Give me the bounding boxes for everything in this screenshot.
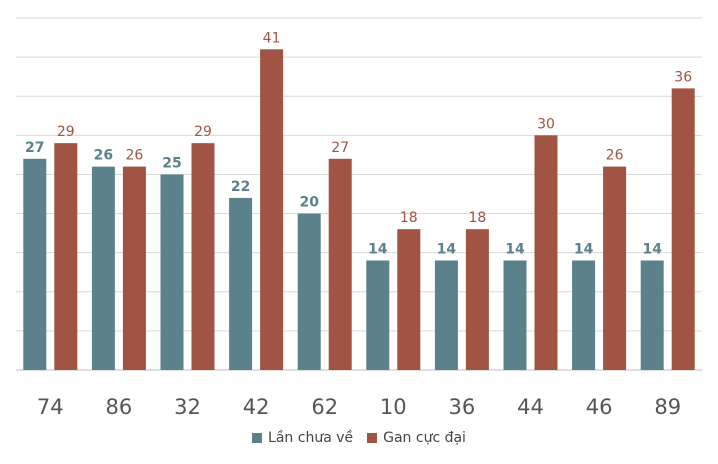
- x-tick-label-74: 74: [37, 395, 64, 419]
- data-label-44-series-1: 14: [505, 241, 525, 257]
- legend-swatch-series-2: [367, 433, 378, 443]
- legend: Lần chưa về Gan cực đại: [0, 430, 718, 446]
- gridlines: [16, 17, 702, 371]
- bar-86-series-2: [122, 166, 146, 370]
- data-label-44-series-2: 30: [537, 116, 555, 132]
- bar-62-series-2: [328, 158, 352, 370]
- x-tick-label-36: 36: [449, 395, 476, 419]
- data-label-36-series-1: 14: [437, 241, 457, 257]
- data-label-74-series-1: 27: [25, 140, 44, 156]
- data-label-62-series-1: 20: [299, 195, 319, 211]
- legend-swatch-series-1: [252, 433, 263, 443]
- legend-item-series-2: Gan cực đại: [367, 430, 466, 446]
- bar-44-series-2: [534, 135, 558, 370]
- x-tick-label-10: 10: [380, 395, 407, 419]
- bar-36-series-2: [465, 229, 489, 370]
- x-tick-label-42: 42: [243, 395, 270, 419]
- data-labels: 27 29 26 26 25 29 22 41 20 27 14 18 14 18 14 30 14 26 14 36: [25, 30, 692, 257]
- data-label-32-series-1: 25: [162, 155, 181, 171]
- bar-62-series-1: [297, 213, 321, 370]
- bar-46-series-2: [603, 166, 627, 370]
- bar-10-series-2: [397, 229, 421, 370]
- bar-10-series-1: [366, 260, 390, 370]
- data-label-42-series-1: 22: [231, 179, 250, 195]
- bar-36-series-1: [434, 260, 458, 370]
- legend-label-series-1: Lần chưa về: [268, 430, 354, 446]
- bar-74-series-1: [23, 158, 47, 370]
- bar-32-series-2: [191, 143, 215, 370]
- data-label-10-series-1: 14: [368, 241, 388, 257]
- data-label-86-series-2: 26: [125, 148, 143, 164]
- x-tick-label-89: 89: [654, 395, 681, 419]
- legend-item-series-1: Lần chưa về: [252, 430, 353, 446]
- bar-86-series-1: [91, 166, 115, 370]
- x-tick-label-44: 44: [517, 395, 544, 419]
- bar-74-series-2: [54, 143, 78, 370]
- bars: [23, 49, 695, 371]
- data-label-46-series-1: 14: [574, 241, 594, 257]
- bar-89-series-1: [640, 260, 664, 370]
- bar-42-series-1: [229, 197, 253, 370]
- legend-label-series-2: Gan cực đại: [383, 430, 466, 446]
- data-label-62-series-2: 27: [331, 140, 349, 156]
- data-label-42-series-2: 41: [263, 30, 281, 46]
- data-label-32-series-2: 29: [194, 124, 212, 140]
- x-tick-label-86: 86: [106, 395, 133, 419]
- x-tick-label-32: 32: [174, 395, 201, 419]
- data-label-89-series-2: 36: [674, 69, 692, 85]
- x-tick-label-46: 46: [586, 395, 613, 419]
- bar-32-series-1: [160, 174, 184, 370]
- x-tick-label-62: 62: [311, 395, 338, 419]
- bar-44-series-1: [503, 260, 527, 370]
- bar-89-series-2: [671, 88, 695, 371]
- bar-chart-svg: 27 29 26 26 25 29 22 41 20 27 14 18 14 18 14 30 14 26 14 36…: [16, 17, 702, 419]
- data-label-86-series-1: 26: [94, 148, 113, 164]
- data-label-46-series-2: 26: [606, 148, 624, 164]
- bar-42-series-2: [260, 49, 284, 371]
- bar-46-series-1: [572, 260, 596, 370]
- data-label-89-series-1: 14: [642, 241, 662, 257]
- data-label-74-series-2: 29: [57, 124, 75, 140]
- x-tick-labels: 74 86 32 42 62 10 36 44 46 89: [37, 395, 681, 419]
- data-label-36-series-2: 18: [468, 210, 486, 226]
- data-label-10-series-2: 18: [400, 210, 418, 226]
